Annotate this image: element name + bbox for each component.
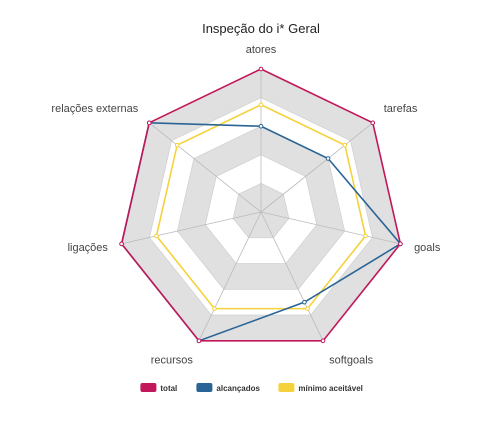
legend: total alcançados mínimo aceitável — [140, 383, 363, 393]
chart-title: Inspeção do i* Geral — [202, 21, 320, 36]
series-point — [119, 241, 124, 247]
series-point — [174, 142, 180, 148]
legend-label[interactable]: alcançados — [216, 384, 260, 393]
axis-label: tarefas — [384, 103, 418, 115]
axis-spoke — [121, 211, 262, 245]
axis-label: atores — [246, 44, 277, 56]
series-point — [212, 306, 217, 311]
series-point — [258, 123, 264, 129]
axis-spoke — [260, 211, 324, 342]
axis-spoke — [260, 122, 374, 213]
series-point — [302, 299, 307, 305]
series-line — [120, 68, 402, 342]
axis-spoke — [198, 211, 262, 342]
legend-swatch[interactable] — [278, 383, 295, 392]
axis-label: ligações — [68, 242, 109, 254]
series-line — [155, 103, 367, 310]
series-point — [325, 156, 331, 161]
series-point — [154, 233, 159, 239]
axis-label: softgoals — [329, 354, 374, 366]
radar-grid — [121, 68, 401, 342]
legend-swatch[interactable] — [196, 383, 213, 392]
series-point — [196, 338, 202, 344]
axis-spoke — [260, 211, 401, 245]
series-point — [146, 120, 152, 126]
series-point — [258, 102, 264, 108]
series-point — [258, 66, 264, 72]
axis-label: relações externas — [51, 103, 138, 115]
axis-label: goals — [414, 242, 441, 254]
radar-series — [119, 66, 403, 344]
series-point — [342, 142, 348, 148]
legend-swatch[interactable] — [140, 383, 157, 392]
legend-label[interactable]: total — [160, 384, 177, 393]
series-point — [398, 241, 403, 247]
axis-label: recursos — [151, 354, 194, 366]
series-point — [370, 120, 376, 126]
axis-labels: atores tarefas goals softgoals recursos ligaç… — [51, 44, 440, 366]
axis-spoke — [148, 122, 262, 213]
series-point — [320, 338, 326, 344]
series-point — [305, 306, 310, 311]
series-point — [363, 233, 368, 239]
legend-label[interactable]: mínimo aceitável — [298, 384, 362, 393]
